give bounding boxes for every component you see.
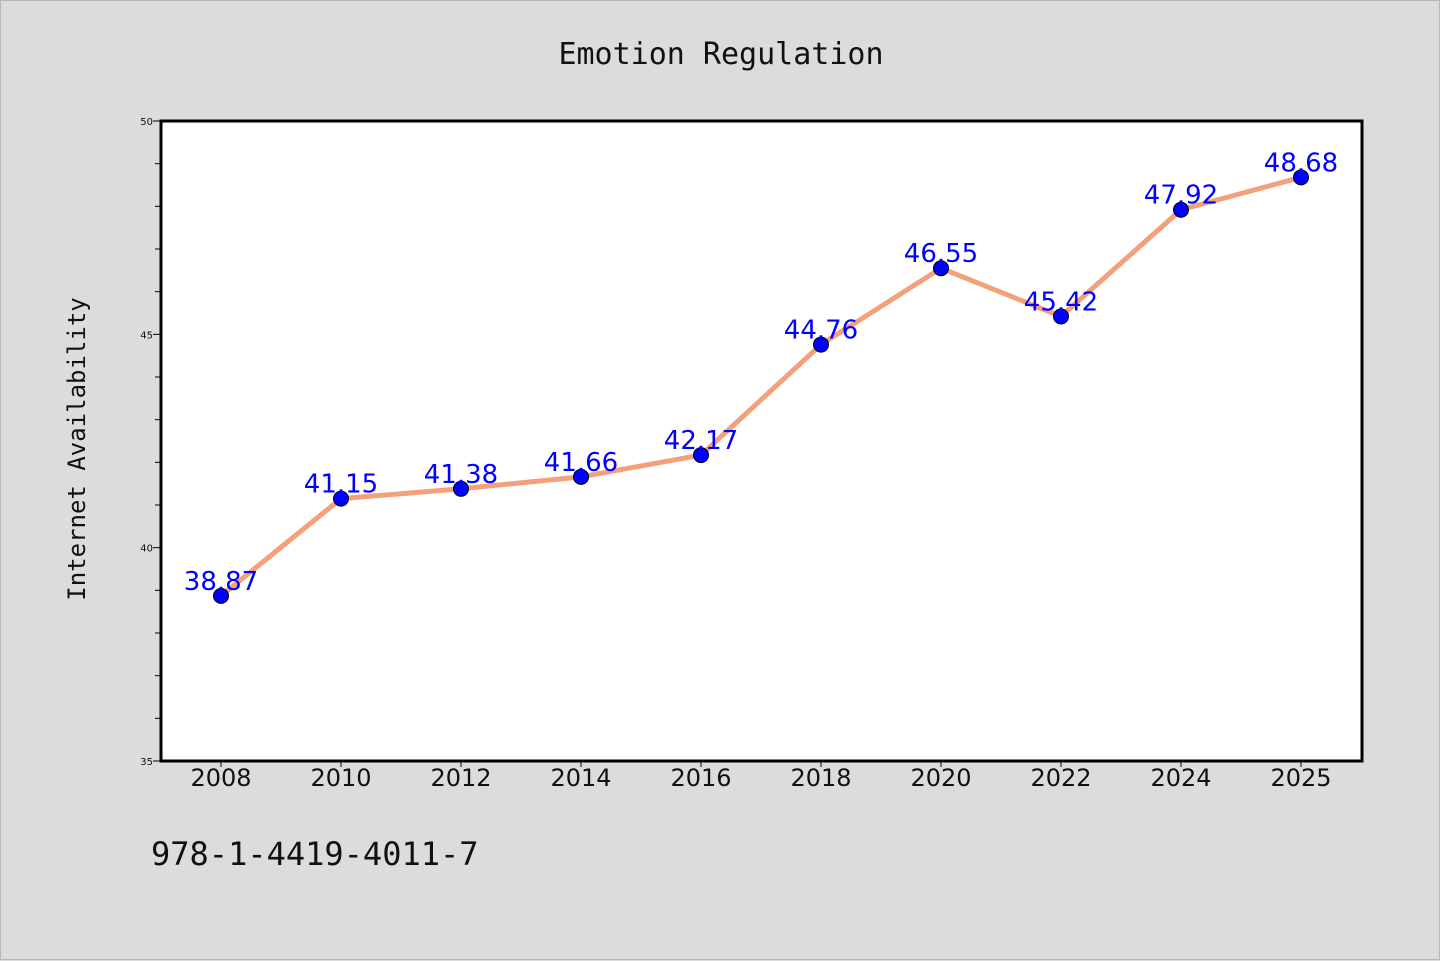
data-point [333, 490, 349, 507]
data-label: 41.66 [544, 448, 618, 478]
data-labels: 38.87 41.15 41.38 41.66 42.17 44.76 46.55 45.42… [184, 148, 1338, 597]
data-label: 47.92 [1144, 181, 1218, 211]
data-point [213, 587, 229, 604]
x-axis-ticks: 2008 2010 2012 2014 2016 2018 2020 2022 2024 2025 [190, 761, 1332, 792]
y-axis-label: Internet Availability [63, 297, 91, 600]
x-tick-label: 2016 [670, 764, 731, 792]
chart-title: Emotion Regulation [558, 37, 883, 72]
data-point [813, 336, 829, 353]
x-tick-label: 2012 [430, 764, 491, 792]
y-tick-label: 40 [140, 544, 153, 555]
data-label: 41.15 [304, 470, 378, 500]
x-tick-label: 2022 [1030, 764, 1091, 792]
x-tick-label: 2025 [1270, 764, 1331, 792]
data-point [1053, 308, 1069, 325]
x-tick-label: 2018 [790, 764, 851, 792]
data-label: 46.55 [904, 239, 978, 269]
data-point [933, 260, 949, 277]
x-tick-label: 2024 [1150, 764, 1211, 792]
data-point [1293, 169, 1309, 186]
data-label: 44.76 [784, 316, 858, 346]
y-tick-label: 45 [140, 330, 153, 341]
data-markers [213, 169, 1309, 604]
x-tick-label: 2020 [910, 764, 971, 792]
x-tick-label: 2014 [550, 764, 611, 792]
series-line [218, 174, 1304, 599]
data-point [573, 468, 589, 485]
data-label: 48.68 [1264, 148, 1338, 178]
data-label: 38.87 [184, 567, 258, 597]
data-label: 41.38 [424, 460, 498, 490]
isbn-footer: 978-1-4419-4011-7 [151, 835, 479, 873]
x-tick-label: 2010 [310, 764, 371, 792]
data-label: 42.17 [664, 426, 738, 456]
data-point [693, 447, 709, 464]
series-line-group [218, 174, 1304, 599]
data-label: 45.42 [1024, 287, 1098, 317]
x-tick-label: 2008 [190, 764, 251, 792]
data-point [453, 480, 469, 497]
y-tick-label: 50 [140, 117, 153, 128]
y-tick-label: 35 [140, 757, 153, 768]
y-axis-ticks: 35 40 45 50 [140, 117, 161, 768]
data-point [1173, 201, 1189, 218]
